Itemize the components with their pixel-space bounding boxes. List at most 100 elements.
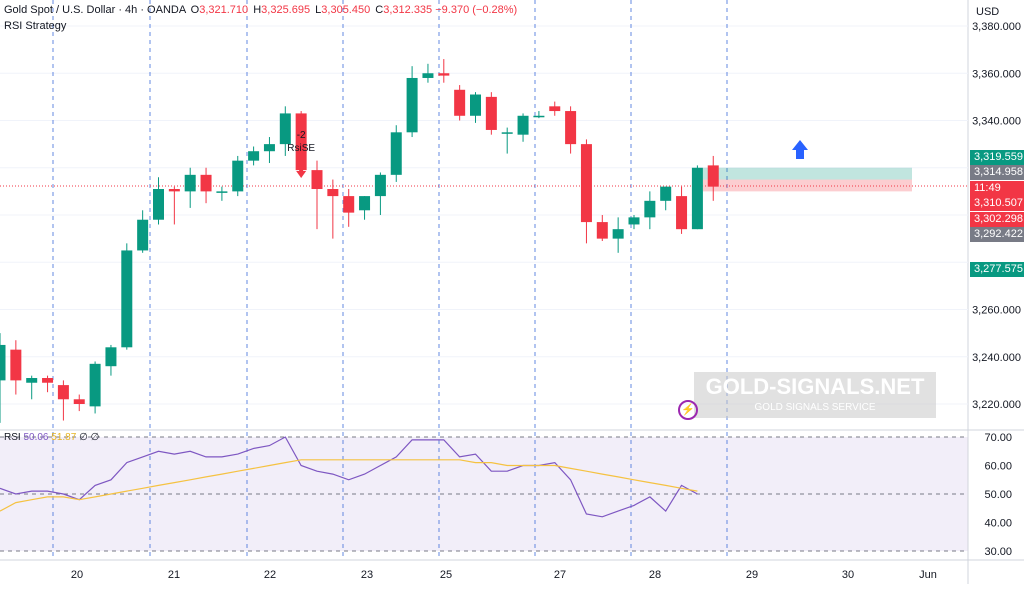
rsi-tick-label: 70.00: [984, 432, 1012, 444]
time-tick-label: 22: [264, 569, 276, 581]
time-tick-label: 23: [361, 569, 373, 581]
rsi-legend[interactable]: RSI 50.06 51.87 ∅ ∅: [4, 432, 99, 443]
candle-body: [691, 167, 703, 230]
candle-body: [580, 144, 592, 223]
candle-body: [184, 174, 196, 192]
candle-body: [216, 191, 228, 193]
candle-body: [295, 113, 307, 171]
rsi-tick-label: 30.00: [984, 546, 1012, 558]
rsi-tick-label: 60.00: [984, 461, 1012, 473]
rsi-line: [0, 436, 698, 518]
target-zone: [703, 167, 912, 180]
candle-body: [644, 200, 656, 218]
candle-body: [707, 165, 719, 187]
candle-body: [422, 73, 434, 78]
candle-body: [517, 115, 529, 135]
candle-body: [263, 144, 275, 152]
candle-body: [232, 160, 244, 192]
watermark-title: GOLD-SIGNALS.NET: [705, 374, 925, 399]
open-value: 3,321.710: [199, 4, 249, 16]
candle-body: [105, 347, 117, 367]
change-value: −9.370 (−0.28%): [435, 4, 518, 16]
price-badge: 3,277.575: [970, 262, 1024, 277]
price-tick-label: 3,260.000: [972, 305, 1021, 317]
candle-body: [73, 399, 85, 404]
candle-body: [248, 151, 260, 161]
candle-body: [549, 106, 561, 112]
candle-body: [343, 196, 355, 213]
watermark-subtitle: GOLD SIGNALS SERVICE: [754, 402, 876, 413]
signal-label: RsiSE: [287, 143, 315, 154]
price-badge: 3,314.958: [970, 165, 1024, 180]
candle-body: [359, 196, 371, 211]
price-tick-label: 3,220.000: [972, 399, 1021, 411]
candle-body: [406, 77, 418, 133]
close-label: C: [375, 4, 384, 16]
candle-body: [501, 132, 513, 134]
time-tick-label: 29: [746, 569, 758, 581]
open-label: O: [190, 4, 200, 16]
close-value: 3,312.335: [383, 4, 433, 16]
price-tick-label: 3,240.000: [972, 352, 1021, 364]
signal-count: -2: [297, 130, 306, 141]
candle-body: [660, 186, 672, 201]
candle-body: [26, 378, 38, 383]
candle-body: [0, 344, 6, 381]
rsi-tick-label: 40.00: [984, 518, 1012, 530]
candle-body: [612, 229, 624, 239]
candle-body: [454, 89, 466, 116]
candle-body: [10, 349, 22, 381]
price-badge: 3,310.507: [970, 196, 1024, 211]
time-tick-label: 28: [649, 569, 661, 581]
rsi-value: 50.06: [23, 432, 49, 443]
candle-body: [311, 170, 323, 190]
rsi-tick-label: 50.00: [984, 489, 1012, 501]
high-value: 3,325.695: [261, 4, 311, 16]
time-tick-label: Jun: [919, 569, 937, 581]
candle-body: [470, 94, 481, 116]
candle-body: [533, 115, 545, 118]
candle-body: [137, 219, 149, 251]
low-value: 3,305.450: [321, 4, 371, 16]
price-badge: 3,292.422: [970, 227, 1024, 242]
lightning-icon[interactable]: ⚡: [678, 400, 698, 420]
candle-body: [279, 113, 291, 145]
sell-arrow-icon: [296, 160, 307, 178]
candle-body: [596, 222, 608, 239]
currency-label[interactable]: USD: [976, 6, 1000, 18]
price-badge: 3,302.298: [970, 212, 1024, 227]
time-tick-label: 30: [842, 569, 854, 581]
time-tick-label: 21: [168, 569, 180, 581]
candle-body: [374, 174, 386, 197]
candle-body: [89, 363, 101, 407]
rsi-name: RSI: [4, 432, 21, 443]
low-label: L: [315, 4, 322, 16]
buy-arrow-icon: [792, 140, 808, 159]
watermark: GOLD-SIGNALS.NET GOLD SIGNALS SERVICE: [694, 372, 936, 418]
price-tick-label: 3,360.000: [972, 68, 1021, 80]
rsi-ma-value: 51.87: [51, 432, 77, 443]
candle-body: [438, 73, 450, 76]
rsi-ma-line: [0, 459, 698, 512]
candle-body: [628, 217, 640, 225]
price-tick-label: 3,340.000: [972, 116, 1021, 128]
time-tick-label: 27: [554, 569, 566, 581]
high-label: H: [253, 4, 262, 16]
candle-body: [565, 111, 577, 145]
time-tick-label: 20: [71, 569, 83, 581]
candle-body: [485, 96, 497, 130]
candle-body: [676, 196, 688, 230]
candle-body: [327, 189, 339, 197]
candle-body: [390, 132, 402, 175]
legend-header: Gold Spot / U.S. Dollar · 4h · OANDA O3,…: [4, 4, 517, 16]
rsi-extra: ∅ ∅: [79, 432, 100, 443]
price-badge: 11:49: [970, 181, 1024, 196]
time-tick-label: 25: [440, 569, 452, 581]
candle-body: [168, 189, 180, 192]
price-badge: 3,319.559: [970, 150, 1024, 165]
symbol-title[interactable]: Gold Spot / U.S. Dollar · 4h · OANDA: [4, 4, 186, 16]
price-tick-label: 3,380.000: [972, 21, 1021, 33]
strategy-label[interactable]: RSI Strategy: [4, 20, 67, 32]
